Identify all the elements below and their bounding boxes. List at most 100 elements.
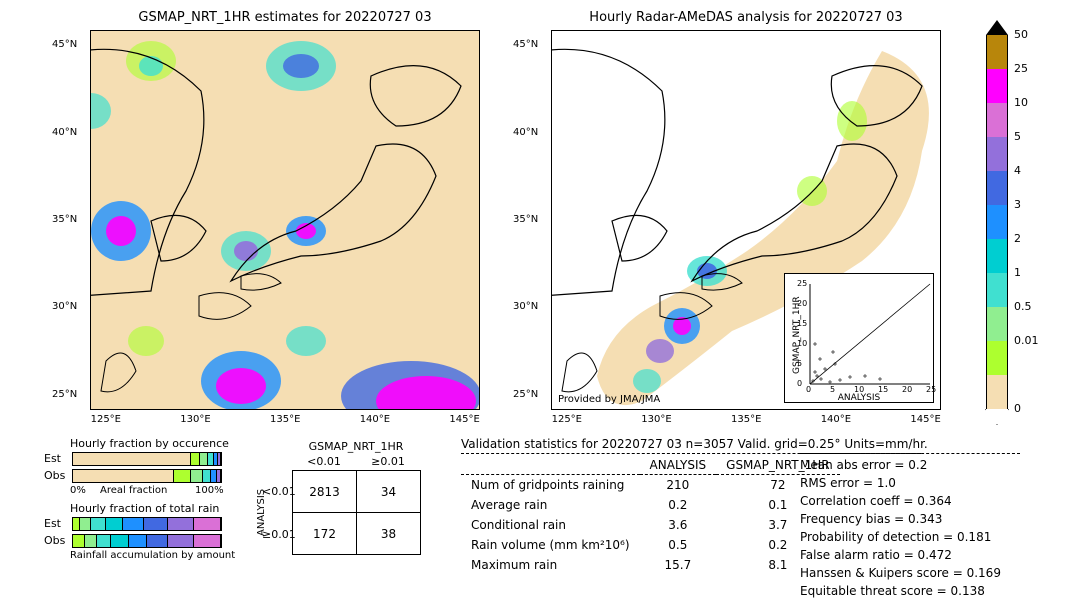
axis-tick: 130°E [641,414,671,425]
bar-segment [147,535,168,547]
stats-right-block: Mean abs error = 0.2RMS error = 1.0Corre… [800,456,1001,600]
provider-note: Provided by JMA/JMA [558,394,660,405]
stacked-bar [72,517,222,531]
axis-tick: 125°E [91,414,121,425]
axis-tick: 45°N [52,39,77,50]
axis-tick: 25°N [52,389,77,400]
bar-segment [85,535,97,547]
bar-segment [80,518,90,530]
bar-segment [168,518,195,530]
hbar-row-label: Obs [44,469,65,482]
axis-tick: 140°E [360,414,390,425]
left-map-svg [91,31,480,410]
hfo-zero: 0% [70,485,86,496]
stats-cell: 210 [640,475,717,496]
ct-col-header: GSMAP_NRT_1HR [292,440,420,453]
colorbar-bot-tri [986,409,1008,424]
stats-right-line: Correlation coeff = 0.364 [800,492,1001,510]
bar-segment [203,470,210,482]
bar-segment [194,518,221,530]
axis-tick: 40°N [52,127,77,138]
axis-tick: 30°N [513,301,538,312]
inset-xtick: 5 [830,385,835,394]
bar-segment [73,535,85,547]
colorbar-label: 1 [1014,266,1021,279]
stats-right-line: RMS error = 1.0 [800,474,1001,492]
left-map-title: GSMAP_NRT_1HR estimates for 20220727 03 [90,10,480,25]
inset-ytick: 15 [797,319,807,328]
colorbar-label: 5 [1014,130,1021,143]
scatter-inset: ANALYSIS GSMAP_NRT_1HR 00551010151520202… [784,273,934,403]
stats-col-header [461,456,640,475]
hbar-row-label: Obs [44,534,65,547]
bar-segment [73,453,191,465]
colorbar-label: 0.01 [1014,334,1039,347]
axis-tick: 40°N [513,127,538,138]
axis-tick: 135°E [270,414,300,425]
contingency-table: 281334 17238 [292,470,421,555]
inset-xtick: 25 [926,385,936,394]
ct-row0: <0.01 [262,485,296,498]
bar-segment [123,518,144,530]
right-map-title: Hourly Radar-AMeDAS analysis for 2022072… [551,10,941,25]
colorbar-segment [986,171,1008,205]
stats-cell: Average rain [461,495,640,515]
stacked-bar [72,452,222,466]
stats-cell: Maximum rain [461,555,640,575]
inset-ytick: 20 [797,299,807,308]
bar-segment [73,518,80,530]
colorbar-top-tri [986,20,1008,35]
ct-11: 38 [357,513,421,555]
stats-right-line: Mean abs error = 0.2 [800,456,1001,474]
hbar-row-label: Est [44,452,61,465]
stats-right-line: Frequency bias = 0.343 [800,510,1001,528]
ct-col0: <0.01 [292,455,356,468]
stats-cell: 0.2 [640,495,717,515]
ct-col1: ≥0.01 [356,455,420,468]
left-map [90,30,480,410]
stats-right-line: False alarm ratio = 0.472 [800,546,1001,564]
bar-segment [97,535,112,547]
bar-segment [91,518,106,530]
colorbar-segment [986,35,1008,69]
hftr-title: Hourly fraction of total rain [70,502,219,515]
bar-segment [200,453,207,465]
axis-tick: 30°N [52,301,77,312]
stats-right-line: Probability of detection = 0.181 [800,528,1001,546]
colorbar-segment [986,69,1008,103]
axis-tick: 45°N [513,39,538,50]
bar-segment [174,470,192,482]
colorbar-label: 3 [1014,198,1021,211]
inset-ytick: 0 [797,379,802,388]
hfo-caption: Areal fraction [100,485,167,496]
bar-segment [194,535,221,547]
colorbar-segment [986,137,1008,171]
inset-ytick: 25 [797,279,807,288]
colorbar-segment [986,239,1008,273]
colorbar-label: 0 [1014,402,1021,415]
colorbar-label: 4 [1014,164,1021,177]
axis-tick: 25°N [513,389,538,400]
ct-row1: ≥0.01 [262,528,296,541]
axis-tick: 35°N [52,214,77,225]
hfo-title: Hourly fraction by occurence [70,437,229,450]
ct-01: 34 [357,471,421,513]
colorbar-segment [986,273,1008,307]
inset-ytick: 5 [797,359,802,368]
axis-tick: 140°E [821,414,851,425]
stats-left-table: ANALYSISGSMAP_NRT_1HRNum of gridpoints r… [461,456,840,575]
stats-right-line: Hanssen & Kuipers score = 0.169 [800,564,1001,582]
stats-cell: Conditional rain [461,515,640,535]
axis-tick: 135°E [731,414,761,425]
axis-tick: 125°E [552,414,582,425]
stacked-bar [72,534,222,548]
bar-segment [73,470,174,482]
stats-right-sep [800,453,1020,454]
axis-tick: 35°N [513,214,538,225]
axis-tick: 145°E [449,414,479,425]
inset-xlabel: ANALYSIS [785,393,933,403]
colorbar-segment [986,307,1008,341]
ct-00: 2813 [293,471,357,513]
bar-segment [129,535,147,547]
bar-segment [217,470,221,482]
